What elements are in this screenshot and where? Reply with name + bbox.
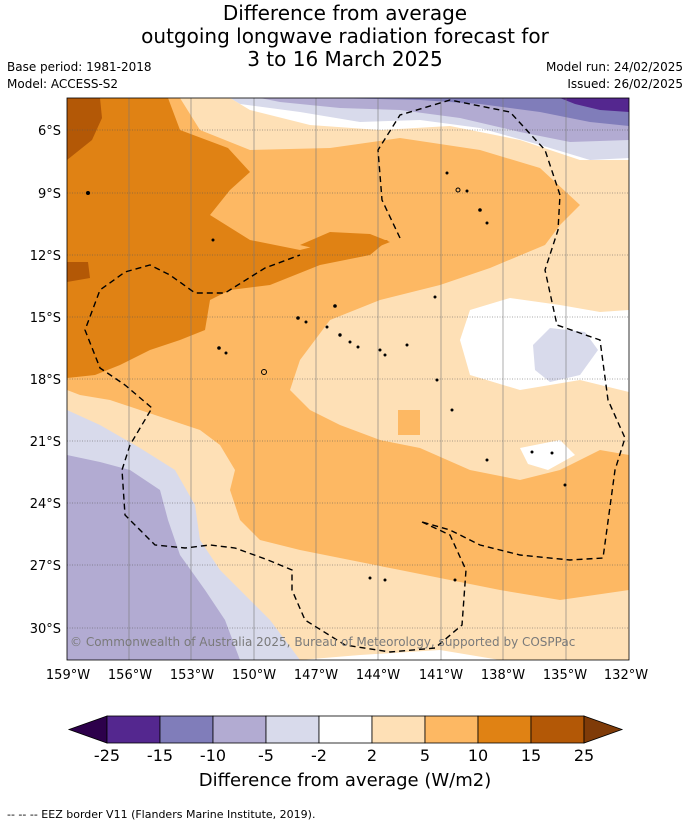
patch-minus2-e — [533, 328, 598, 382]
lat-label: 27°S — [30, 559, 61, 574]
islands — [86, 171, 567, 582]
colorbar-title: Difference from average (W/m2) — [198, 770, 492, 791]
colorbar-segment — [530, 715, 585, 744]
base-period-text: Base period: 1981-2018 — [7, 60, 152, 74]
band-plus10-patch — [300, 232, 390, 252]
meta-left: Base period: 1981-2018 Model: ACCESS-S2 — [7, 59, 152, 93]
lon-label: 144°W — [356, 668, 400, 683]
lon-label: 147°W — [294, 668, 338, 683]
band-plus15-nw — [67, 98, 102, 160]
colorbar: -25 -15 -10 -5 -2 2 5 10 15 25 — [67, 715, 624, 765]
lon-label: 141°W — [419, 668, 463, 683]
band-minus10-ne — [330, 98, 629, 126]
title-line-2: outgoing longwave radiation forecast for — [141, 24, 549, 48]
colorbar-tick-label: 15 — [521, 746, 541, 765]
colorbar-segment — [106, 715, 161, 744]
colorbar-tick-label: -15 — [147, 746, 173, 765]
copyright-notice: © Commonwealth of Australia 2025, Bureau… — [70, 635, 575, 649]
colorbar-segment — [212, 715, 267, 744]
band-minus5-sw — [67, 455, 240, 660]
colorbar-tick-label: 25 — [574, 746, 594, 765]
graticule — [67, 129, 629, 629]
colorbar-tick-label: 10 — [468, 746, 488, 765]
colorbar-over-arrow — [583, 715, 624, 744]
colorbar-segment — [477, 715, 532, 744]
eez-border — [84, 99, 626, 653]
colorbar-tick-label: 5 — [420, 746, 430, 765]
lon-label: 135°W — [543, 668, 587, 683]
colorbar-segment — [159, 715, 214, 744]
lat-label: 24°S — [30, 497, 61, 512]
band-plus15-w — [67, 262, 90, 282]
title-line-3: 3 to 16 March 2025 — [247, 47, 443, 71]
lat-label: 6°S — [38, 124, 61, 139]
lat-label: 18°S — [30, 373, 61, 388]
model-text: Model: ACCESS-S2 — [7, 77, 119, 91]
lon-label: 153°W — [170, 668, 214, 683]
colorbar-segment — [424, 715, 479, 744]
lon-label: 138°W — [481, 668, 525, 683]
band-plus10 — [67, 98, 388, 378]
map-frame — [66, 97, 630, 661]
colorbar-tick-label: -25 — [94, 746, 120, 765]
lon-label: 150°W — [232, 668, 276, 683]
patch-white-e — [520, 440, 575, 470]
colorbar-tick-label: -2 — [311, 746, 327, 765]
lon-label: 132°W — [604, 668, 648, 683]
lon-axis: 159°W 156°W 153°W 150°W 147°W 144°W 141°… — [46, 668, 648, 683]
meridians — [128, 98, 567, 660]
colorbar-tick-label: -5 — [258, 746, 274, 765]
lon-label: 159°W — [46, 668, 90, 683]
patch-plus5-a — [398, 410, 420, 435]
lat-label: 21°S — [30, 435, 61, 450]
lat-label: 30°S — [30, 622, 61, 637]
lat-axis: 6°S 9°S 12°S 15°S 18°S 21°S 24°S 27°S 30… — [30, 124, 61, 637]
colorbar-segment — [265, 715, 320, 744]
meta-right: Model run: 24/02/2025 Issued: 26/02/2025 — [546, 59, 683, 93]
lat-label: 9°S — [38, 187, 61, 202]
lat-label: 15°S — [30, 311, 61, 326]
band-minus15-ne — [560, 98, 629, 112]
forecast-map: © Commonwealth of Australia 2025, Bureau… — [30, 97, 648, 765]
colorbar-tick-label: 2 — [367, 746, 377, 765]
colorbar-tick-label: -10 — [200, 746, 226, 765]
model-run-text: Model run: 24/02/2025 — [545, 60, 683, 74]
title-line-1: Difference from average — [222, 1, 468, 25]
colorbar-under-arrow — [67, 715, 108, 744]
lat-label: 12°S — [30, 249, 61, 264]
issued-text: Issued: 26/02/2025 — [567, 77, 683, 91]
eez-footnote: -- -- -- EEZ border V11 (Flanders Marine… — [7, 808, 316, 821]
map-title: Difference from average outgoing longwav… — [0, 2, 690, 71]
colorbar-segment — [371, 715, 426, 744]
lon-label: 156°W — [108, 668, 152, 683]
colorbar-segment — [318, 715, 373, 744]
